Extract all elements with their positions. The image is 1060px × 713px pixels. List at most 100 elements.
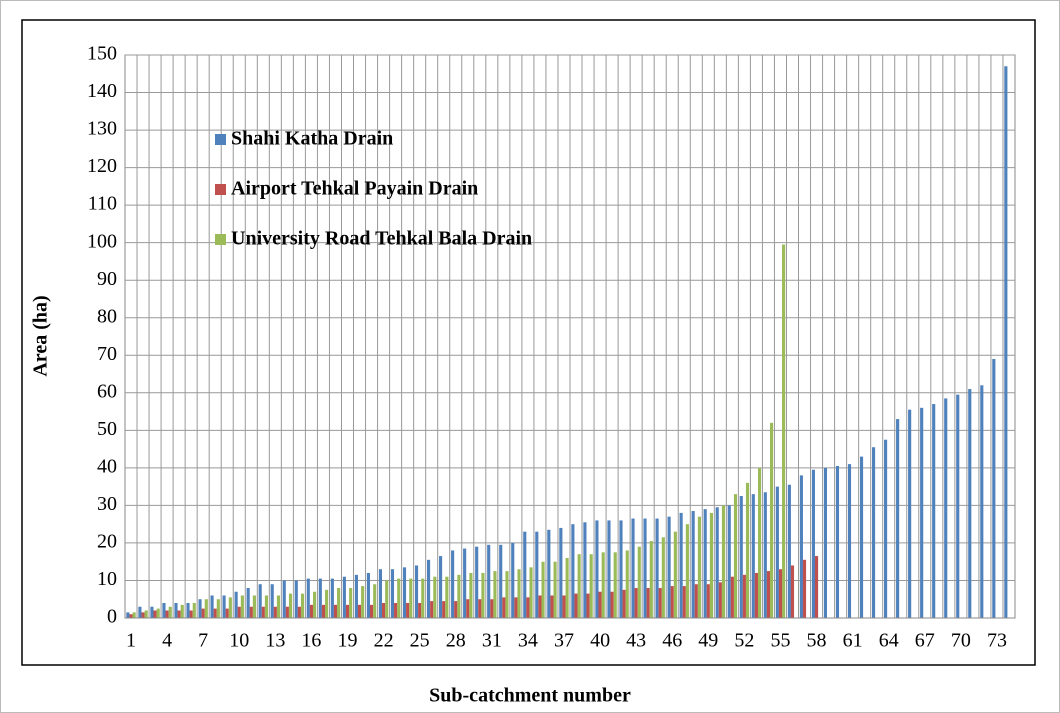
y-tick-label: 110 bbox=[88, 193, 117, 215]
x-tick-label: 4 bbox=[162, 630, 172, 652]
bar bbox=[559, 527, 563, 618]
bar bbox=[980, 385, 984, 618]
bar bbox=[1004, 66, 1008, 618]
bar bbox=[535, 531, 539, 618]
bar bbox=[775, 486, 779, 618]
bar bbox=[252, 595, 256, 618]
bar bbox=[814, 556, 819, 618]
y-tick-label: 80 bbox=[97, 305, 117, 327]
bar bbox=[502, 597, 506, 618]
bar bbox=[330, 578, 334, 618]
bar bbox=[382, 602, 386, 618]
bar bbox=[246, 587, 250, 618]
bar bbox=[162, 602, 166, 618]
bar bbox=[523, 531, 527, 618]
bar bbox=[625, 550, 629, 618]
bar bbox=[318, 578, 322, 618]
bar bbox=[697, 516, 701, 618]
bar bbox=[463, 548, 467, 618]
x-tick-label: 64 bbox=[879, 630, 899, 652]
bar bbox=[742, 574, 746, 618]
bar bbox=[896, 419, 900, 618]
bar bbox=[691, 511, 695, 618]
y-tick-label: 90 bbox=[97, 268, 117, 290]
y-tick-label: 130 bbox=[87, 118, 117, 140]
x-axis-label: Sub-catchment number bbox=[429, 685, 631, 707]
bar bbox=[835, 465, 840, 618]
bar bbox=[730, 576, 734, 618]
x-tick-label: 10 bbox=[229, 630, 249, 652]
legend-label: Airport Tehkal Payain Drain bbox=[231, 178, 478, 200]
x-tick-label: 40 bbox=[590, 630, 610, 652]
bar bbox=[541, 561, 545, 618]
bar bbox=[225, 608, 229, 618]
bar bbox=[210, 595, 214, 618]
bar bbox=[727, 505, 731, 618]
legend-swatch bbox=[215, 234, 226, 245]
bar bbox=[156, 608, 160, 618]
bar bbox=[144, 610, 148, 618]
bar bbox=[357, 604, 362, 618]
x-tick-label: 25 bbox=[410, 630, 430, 652]
bar bbox=[249, 606, 253, 618]
bar bbox=[342, 576, 346, 618]
bar bbox=[390, 569, 395, 618]
bar bbox=[397, 578, 401, 618]
bar bbox=[213, 608, 217, 618]
chart-box bbox=[21, 19, 1036, 666]
y-tick-label: 70 bbox=[97, 343, 117, 365]
bar bbox=[378, 569, 383, 618]
x-tick-label: 19 bbox=[338, 630, 358, 652]
bar bbox=[968, 389, 972, 618]
bar bbox=[871, 447, 876, 618]
bar bbox=[409, 578, 413, 618]
bar bbox=[349, 587, 353, 618]
bar bbox=[908, 409, 912, 618]
bar bbox=[366, 572, 370, 618]
bar bbox=[288, 593, 293, 618]
bar bbox=[406, 602, 410, 618]
bar bbox=[297, 606, 301, 618]
bar bbox=[325, 589, 329, 618]
bar bbox=[180, 604, 184, 618]
bar bbox=[222, 595, 226, 618]
bar bbox=[192, 602, 196, 618]
bar bbox=[421, 578, 425, 618]
bar bbox=[198, 599, 202, 618]
legend-swatch bbox=[215, 134, 226, 145]
bar bbox=[306, 578, 310, 618]
bar bbox=[189, 610, 193, 618]
bar bbox=[276, 595, 281, 618]
bar bbox=[153, 610, 157, 618]
bar bbox=[126, 612, 130, 618]
x-tick-label: 1 bbox=[126, 630, 136, 652]
bar bbox=[442, 601, 446, 618]
bar bbox=[547, 529, 551, 618]
bar bbox=[598, 591, 602, 618]
bar bbox=[932, 404, 936, 618]
bar bbox=[754, 572, 758, 618]
bar bbox=[430, 601, 434, 618]
bar bbox=[823, 467, 828, 618]
y-tick-label: 140 bbox=[87, 80, 117, 102]
x-tick-label: 67 bbox=[915, 630, 935, 652]
x-tick-label: 52 bbox=[734, 630, 754, 652]
bar bbox=[439, 556, 443, 618]
bar bbox=[234, 591, 238, 618]
bar bbox=[649, 541, 653, 618]
bar bbox=[679, 512, 683, 618]
bar bbox=[733, 494, 738, 618]
bar bbox=[847, 464, 852, 618]
x-tick-label: 13 bbox=[265, 630, 285, 652]
bar bbox=[129, 614, 133, 618]
bar bbox=[511, 542, 515, 618]
bar bbox=[132, 612, 136, 618]
bar bbox=[385, 580, 389, 618]
y-axis-label: Area (ha) bbox=[30, 295, 52, 376]
bar bbox=[884, 439, 888, 618]
bar bbox=[466, 599, 470, 618]
y-tick-label: 100 bbox=[87, 230, 117, 252]
bar bbox=[751, 494, 755, 618]
bar bbox=[481, 572, 485, 618]
